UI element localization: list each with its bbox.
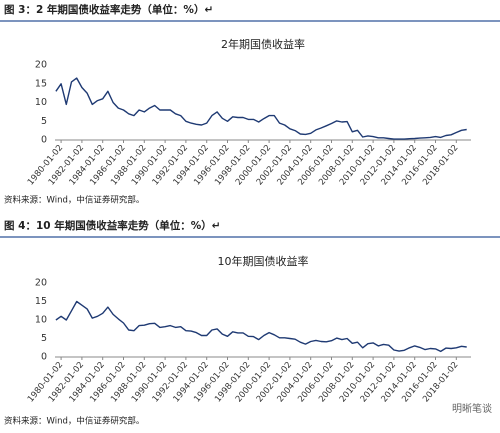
y-tick-label: 10 xyxy=(35,97,47,108)
chart-title: 2年期国债收益率 xyxy=(221,37,305,51)
line xyxy=(55,77,467,140)
y-tick-label: 20 xyxy=(35,278,47,289)
figure-source: 资料来源：Wind，中信证券研究部。 xyxy=(4,416,144,427)
y-tick-label: 5 xyxy=(41,333,47,344)
y-tick-label: 15 xyxy=(35,78,47,89)
y-tick-label: 0 xyxy=(41,352,47,363)
figure-caption: 图 3：2 年期国债收益率走势（单位：%）↵ xyxy=(4,3,213,16)
line xyxy=(55,300,467,353)
y-tick-label: 5 xyxy=(41,116,47,127)
y-tick-label: 15 xyxy=(35,296,47,307)
figure-caption: 图 4：10 年期国债收益率走势（单位：%）↵ xyxy=(4,219,221,232)
watermark: 明晰笔谈 xyxy=(452,402,492,415)
chart-title: 10年期国债收益率 xyxy=(218,254,309,268)
y-tick-label: 0 xyxy=(41,135,47,146)
y-tick-label: 10 xyxy=(35,315,47,326)
figure-source: 资料来源：Wind，中信证券研究部。 xyxy=(4,195,144,206)
y-tick-label: 20 xyxy=(35,60,47,71)
